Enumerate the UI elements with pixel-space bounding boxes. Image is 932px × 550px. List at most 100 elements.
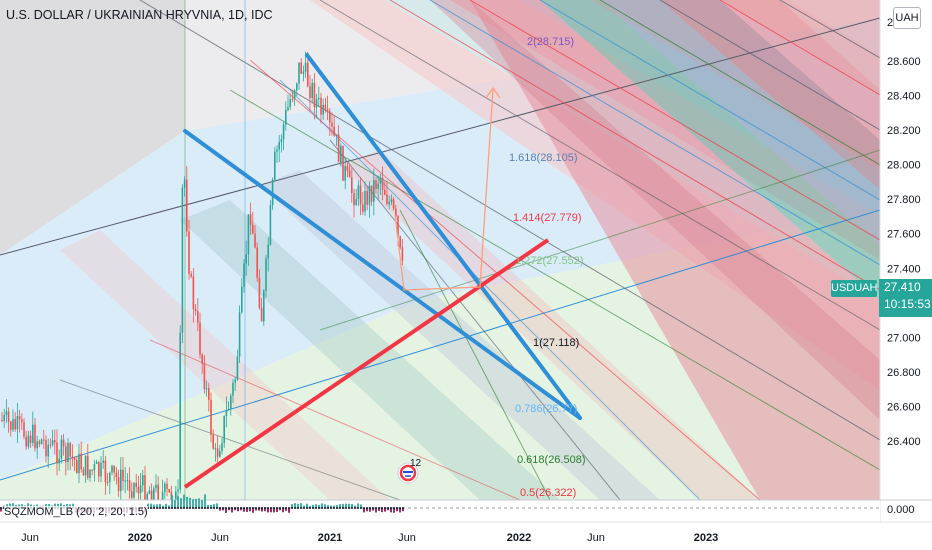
candle-body [45, 439, 47, 457]
candle-body [60, 439, 63, 459]
squeeze-dot [207, 507, 209, 509]
candle-body [401, 247, 404, 261]
momentum-bar [228, 508, 230, 511]
candle-body [293, 90, 296, 100]
momentum-bar [300, 503, 302, 508]
squeeze-dot [339, 507, 341, 509]
momentum-bar [399, 508, 401, 513]
squeeze-dot [354, 507, 356, 509]
candle-body [78, 453, 80, 474]
candle-body [227, 408, 230, 411]
momentum-bar [180, 498, 182, 508]
pitchfork-bands [0, 0, 880, 500]
candle-body [249, 214, 252, 225]
price-tick-label: 28.000 [887, 160, 921, 172]
momentum-bar [303, 505, 305, 508]
momentum-bar [255, 508, 257, 511]
momentum-bar [282, 508, 284, 513]
squeeze-dot [315, 507, 317, 509]
momentum-bar [309, 505, 311, 508]
price-tick-label: 28.600 [887, 56, 921, 68]
candle-body [313, 82, 316, 108]
time-tick-label: Jun [21, 532, 39, 544]
candle-body [384, 189, 386, 195]
squeeze-dot [201, 507, 203, 509]
candle-body [247, 214, 250, 255]
candle-body [157, 484, 159, 500]
momentum-bar [54, 503, 56, 508]
candle-body [397, 216, 399, 237]
momentum-bar [189, 497, 191, 508]
candle-body [117, 477, 120, 491]
momentum-bar [72, 503, 74, 508]
squeeze-dot [240, 507, 242, 509]
squeeze-dot [318, 507, 320, 509]
indicator-label[interactable]: SQZMOM_LB (20, 2, 20, 1.5) [4, 506, 148, 518]
squeeze-dot [180, 507, 182, 509]
economic-event-icon[interactable] [396, 461, 420, 485]
squeeze-dot [210, 507, 212, 509]
momentum-bar [243, 508, 245, 512]
price-axis[interactable]: 28.600 28.400 28.200 28.000 27.800 27.600 27.4… [879, 0, 932, 550]
candle-body [100, 462, 102, 477]
price-tick-label: 2 [887, 17, 893, 29]
squeeze-dot [345, 507, 347, 509]
time-axis[interactable]: Jun 2020 Jun 2021 Jun 2022 Jun 2023 [0, 521, 932, 550]
candle-body [375, 180, 377, 189]
momentum-bar [159, 503, 161, 508]
squeeze-dot [273, 507, 275, 509]
candle-body [322, 104, 324, 115]
squeeze-dot [168, 507, 170, 509]
candle-body [146, 494, 148, 500]
candle-body [205, 388, 208, 390]
squeeze-dot [324, 507, 326, 509]
squeeze-dot [288, 507, 290, 509]
candle-body [357, 185, 360, 199]
indicator-pane[interactable] [0, 494, 932, 522]
squeeze-dot [321, 507, 323, 509]
candle-body [179, 332, 181, 490]
candle-body [201, 354, 203, 364]
candle-body [181, 187, 184, 333]
squeeze-dot [402, 507, 404, 509]
candle-body [238, 312, 241, 357]
candle-body [355, 198, 357, 206]
candle-body [278, 142, 280, 150]
momentum-bar [216, 503, 218, 508]
candle-body [40, 439, 43, 444]
candle-body [230, 395, 232, 409]
momentum-bar [210, 504, 212, 508]
momentum-bar [345, 503, 347, 508]
candle-body [212, 434, 214, 449]
momentum-bar [165, 503, 167, 508]
candle-body [216, 448, 219, 457]
candle-body [241, 286, 243, 313]
candle-body [340, 145, 342, 163]
candle-body [199, 322, 201, 355]
candle-body [298, 62, 300, 84]
squeeze-dot [174, 507, 176, 509]
candle-body [128, 480, 131, 492]
candle-body [49, 444, 52, 446]
candle-body [234, 379, 236, 383]
squeeze-dot [252, 507, 254, 509]
price-tick-label: 26.600 [887, 401, 921, 413]
candle-body [280, 139, 283, 143]
candle-body [18, 416, 21, 420]
squeeze-dot [300, 507, 302, 509]
candle-body [111, 465, 113, 473]
candle-body [104, 460, 107, 482]
squeeze-dot [204, 507, 206, 509]
candle-body [166, 483, 168, 490]
candle-body [203, 363, 206, 389]
squeeze-dot [270, 507, 272, 509]
momentum-bar [315, 504, 317, 508]
candle-body [219, 450, 221, 457]
candle-body [109, 472, 111, 482]
candle-body [258, 277, 261, 308]
momentum-bar [372, 508, 374, 511]
currency-button[interactable]: UAH [893, 7, 921, 29]
last-price-tag: 27.410 10:15:53 [879, 279, 932, 317]
candle-body [56, 442, 58, 464]
